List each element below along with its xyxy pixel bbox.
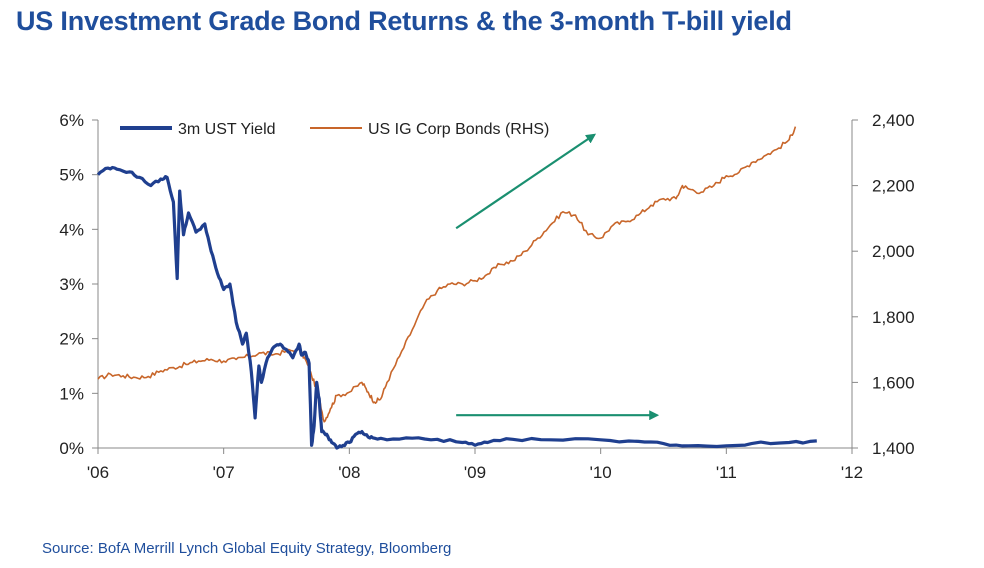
x-tick-label: '10 <box>590 463 612 482</box>
y-left-tick-label: 0% <box>59 439 84 458</box>
series-line-ig-corp-bonds <box>97 126 797 423</box>
y-right-tick-label: 1,600 <box>872 373 915 392</box>
chart-title: US Investment Grade Bond Returns & the 3… <box>16 6 792 36</box>
y-left-tick-label: 6% <box>59 111 84 130</box>
y-right-tick-label: 1,800 <box>872 308 915 327</box>
legend-label-yield: 3m UST Yield <box>178 121 276 138</box>
y-right-tick-label: 2,400 <box>872 111 915 130</box>
source-note: Source: BofA Merrill Lynch Global Equity… <box>42 540 452 557</box>
legend: 3m UST Yield US IG Corp Bonds (RHS) <box>120 121 549 138</box>
y-right-tick-label: 2,000 <box>872 242 915 261</box>
x-tick-label: '09 <box>464 463 486 482</box>
x-tick-label: '12 <box>841 463 863 482</box>
x-tick-label: '07 <box>213 463 235 482</box>
x-tick-label: '08 <box>338 463 360 482</box>
y-left-tick-label: 4% <box>59 220 84 239</box>
y-left-tick-label: 2% <box>59 330 84 349</box>
y-left-tick-label: 5% <box>59 166 84 185</box>
y-left-tick-label: 3% <box>59 275 84 294</box>
y-right-tick-label: 1,400 <box>872 439 915 458</box>
legend-label-bonds: US IG Corp Bonds (RHS) <box>368 121 549 138</box>
x-tick-label: '11 <box>716 463 737 482</box>
trend-arrow-up <box>455 133 597 230</box>
y-left-tick-label: 1% <box>59 384 84 403</box>
x-tick-label: '06 <box>87 463 109 482</box>
y-right-tick-label: 2,200 <box>872 177 915 196</box>
series-line-3m-ust-yield <box>96 165 817 450</box>
